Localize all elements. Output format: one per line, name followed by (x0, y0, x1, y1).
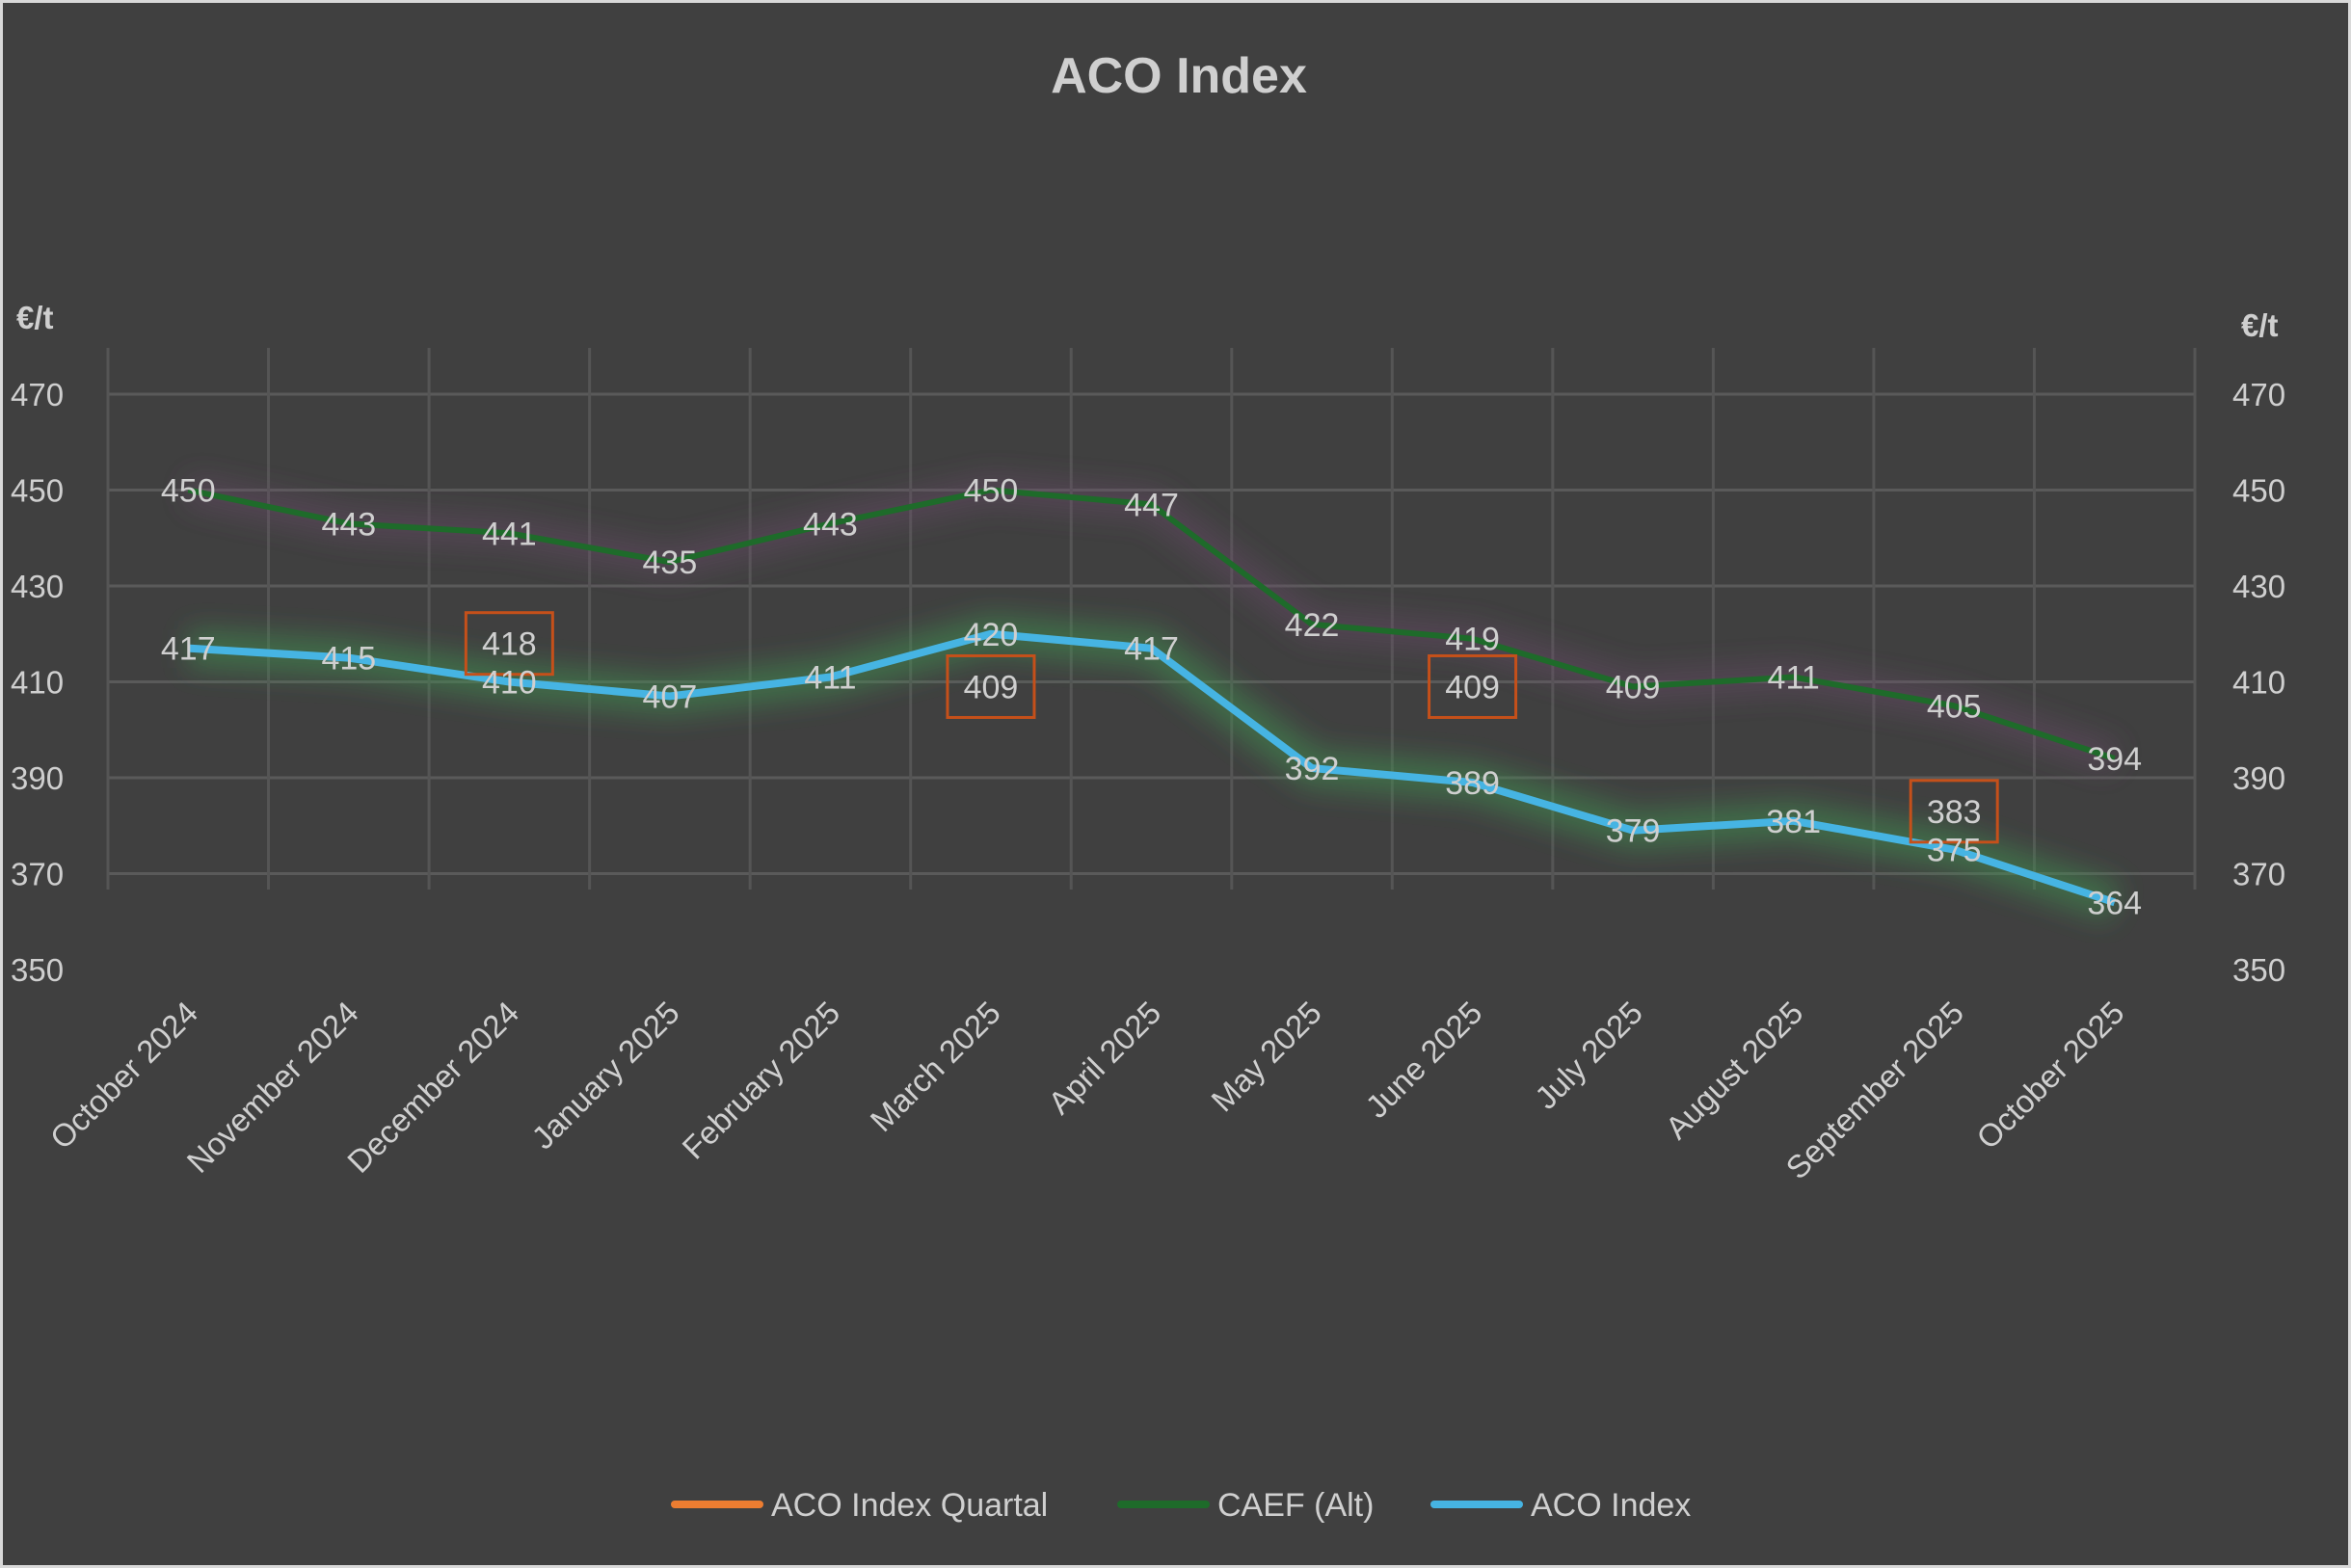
aco-index-data-label: 420 (964, 617, 1019, 653)
quartal-data-label: 409 (1445, 669, 1500, 705)
x-tick-label: September 2025 (1778, 995, 1970, 1186)
quartal-data-label: 383 (1927, 794, 1982, 831)
aco-index-data-label: 364 (2087, 885, 2142, 921)
caef-data-label: 435 (643, 545, 698, 581)
y-tick-label-left: 430 (11, 569, 64, 604)
caef-data-label: 443 (321, 506, 376, 543)
y-tick-label-right: 370 (2232, 857, 2285, 892)
aco-index-data-label: 375 (1927, 833, 1982, 869)
x-tick-label: May 2025 (1204, 995, 1328, 1119)
line-chart: ACO Index €/t €/t 418 409 409 383 450 443 441 4… (11, 48, 2285, 1524)
x-tick-label: November 2024 (180, 995, 365, 1180)
aco-index-data-label: 415 (321, 641, 376, 678)
caef-data-label: 419 (1445, 622, 1500, 658)
quartal-label-box (946, 653, 1036, 719)
caef-data-label: 409 (1606, 669, 1661, 705)
y-tick-label-right: 390 (2232, 760, 2285, 796)
y-tick-label-right: 450 (2232, 473, 2285, 509)
y-tick-label-left: 470 (11, 377, 64, 412)
caef-data-label: 447 (1124, 487, 1179, 523)
legend-entry: ACO Index Quartal (771, 1487, 1048, 1524)
aco-index-data-label: 410 (482, 665, 537, 702)
x-tick-label: June 2025 (1358, 995, 1488, 1125)
aco-index-data-label: 417 (161, 631, 216, 668)
y-tick-label-left: 390 (11, 760, 64, 796)
aco-index-data-label: 411 (804, 660, 856, 697)
y-axis-label-left: €/t (16, 300, 54, 335)
aco-index-data-label: 381 (1766, 804, 1821, 840)
quartal-label-box (1428, 653, 1518, 719)
quartal-data-label: 409 (964, 669, 1019, 705)
aco-index-line (188, 629, 2116, 907)
x-tick-label: March 2025 (864, 995, 1007, 1138)
x-tick-label: February 2025 (675, 995, 846, 1166)
caef-data-label: 441 (482, 516, 537, 552)
quartal-label-box (1909, 779, 1999, 844)
y-tick-label-left: 370 (11, 857, 64, 892)
legend-entry: ACO Index (1531, 1487, 1691, 1524)
aco-index-data-label: 417 (1124, 631, 1179, 668)
y-tick-label-left: 410 (11, 665, 64, 701)
x-tick-label: April 2025 (1041, 995, 1167, 1121)
aco-index-data-label: 407 (643, 678, 698, 715)
x-tick-label: October 2025 (1969, 995, 2131, 1156)
caef-data-label: 411 (1768, 660, 1820, 697)
x-tick-label: August 2025 (1658, 995, 1809, 1146)
y-tick-label-right: 410 (2232, 665, 2285, 701)
x-tick-label: July 2025 (1528, 995, 1649, 1116)
x-tick-label: December 2024 (340, 995, 525, 1180)
caef-data-label: 405 (1927, 688, 1982, 725)
caef-data-label: 450 (161, 473, 216, 510)
y-tick-label-right: 470 (2232, 377, 2285, 412)
aco-index-data-label: 379 (1606, 813, 1661, 850)
caef-data-label: 450 (964, 473, 1019, 510)
x-tick-label: January 2025 (524, 995, 686, 1156)
y-tick-label-left: 450 (11, 473, 64, 509)
x-tick-label: October 2024 (43, 995, 205, 1156)
y-tick-label-right: 430 (2232, 569, 2285, 604)
caef-data-label: 422 (1285, 607, 1340, 644)
aco-index-data-label: 389 (1445, 765, 1500, 802)
y-tick-label-left: 350 (11, 952, 64, 988)
caef-data-label: 443 (803, 506, 858, 543)
caef-line (187, 487, 2116, 761)
chart-title: ACO Index (1051, 48, 1307, 104)
legend-entry: CAEF (Alt) (1217, 1487, 1374, 1524)
y-tick-label-right: 350 (2232, 952, 2285, 988)
caef-data-label: 394 (2087, 741, 2142, 778)
quartal-label-box (464, 611, 554, 677)
aco-index-data-label: 392 (1285, 751, 1340, 787)
y-axis-label-right: €/t (2241, 307, 2279, 343)
quartal-data-label: 418 (482, 626, 537, 663)
